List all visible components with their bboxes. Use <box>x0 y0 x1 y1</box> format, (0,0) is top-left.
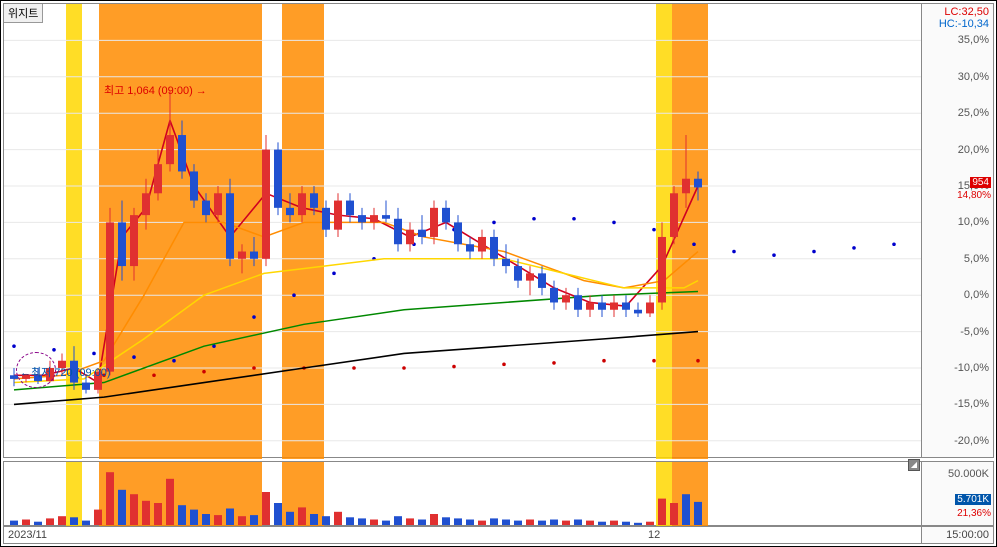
y-tick: -10,0% <box>954 362 989 374</box>
y-tick: 25,0% <box>958 107 989 119</box>
y-tick: 10,0% <box>958 216 989 228</box>
volume-panel[interactable] <box>3 461 923 526</box>
y-tick: -15,0% <box>954 398 989 410</box>
x-axis: 2023/11 12 <box>3 526 923 544</box>
volume-badge: 5.701K <box>955 494 991 505</box>
x-right: 15:00:00 <box>946 529 989 541</box>
lc-label: LC:32,50 <box>944 6 989 18</box>
price-svg <box>4 4 924 459</box>
y-tick: 35,0% <box>958 34 989 46</box>
y-tick: -5,0% <box>960 326 989 338</box>
volume-y-axis: 50.000K 5.701K 21,36% <box>921 461 994 526</box>
annotation-high: 최고 1,064 (09:00) → <box>104 82 207 98</box>
price-badge: 954 <box>970 177 991 188</box>
y-tick: -20,0% <box>954 435 989 447</box>
y-tick: 20,0% <box>958 144 989 156</box>
y-tick: 30,0% <box>958 71 989 83</box>
volume-tick: 50.000K <box>948 468 989 480</box>
scroll-handle[interactable]: ◢ <box>908 459 920 471</box>
x-mid: 12 <box>648 529 660 541</box>
price-pct: 14,80% <box>957 190 991 201</box>
chart-container: 위지트 최고 1,064 (09:00) → ←최저 720 (09:00) L… <box>0 0 997 547</box>
y-tick: 5,0% <box>964 253 989 265</box>
volume-pct: 21,36% <box>957 508 991 519</box>
y-axis: LC:32,50 HC:-10,34 35,0% 30,0% 25,0% 20,0% 1… <box>921 3 994 458</box>
price-chart[interactable]: 최고 1,064 (09:00) → ←최저 720 (09:00) <box>3 3 923 458</box>
x-left: 2023/11 <box>8 529 47 541</box>
y-tick: 0,0% <box>964 289 989 301</box>
x-axis-right: 15:00:00 <box>921 526 994 544</box>
volume-svg <box>4 462 924 527</box>
hc-label: HC:-10,34 <box>939 18 989 30</box>
annotation-circle <box>16 352 56 388</box>
